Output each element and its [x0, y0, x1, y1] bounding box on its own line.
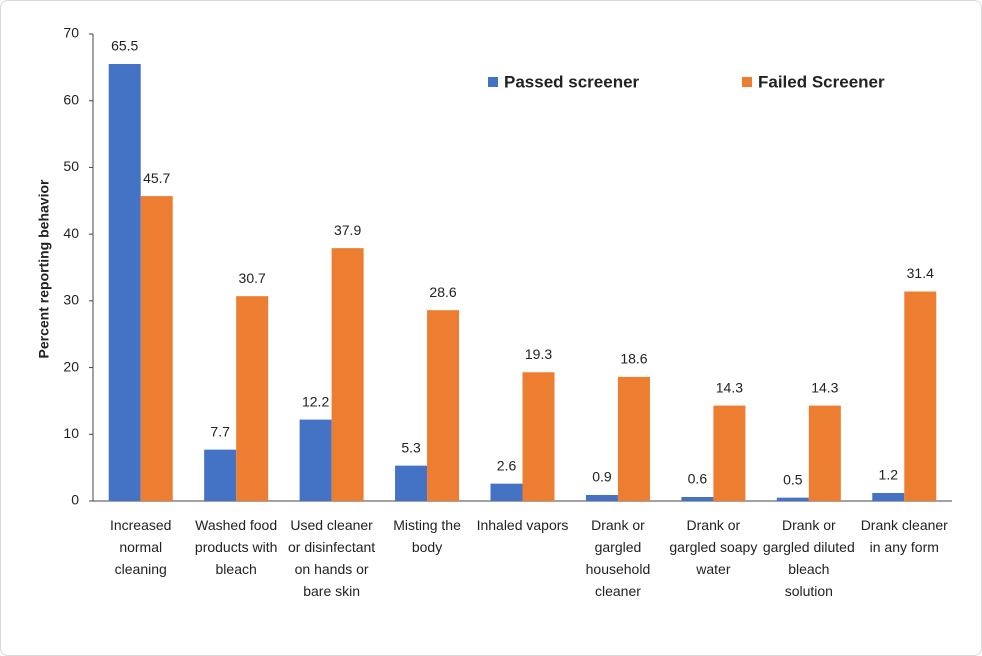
data-label: 0.6 — [688, 471, 708, 487]
bar — [299, 419, 332, 501]
y-tick-label: 10 — [63, 425, 79, 441]
y-tick-label: 70 — [63, 25, 79, 41]
y-tick-label: 20 — [63, 358, 79, 374]
bar — [204, 449, 237, 501]
x-tick-label: Inhaled vapors — [476, 517, 569, 533]
data-label: 5.3 — [401, 439, 421, 455]
y-axis-label: Percent reporting behavior — [36, 179, 52, 358]
bar — [140, 196, 173, 501]
data-label: 19.3 — [525, 346, 552, 362]
data-label: 28.6 — [429, 284, 456, 300]
data-label: 0.5 — [783, 471, 803, 487]
bar — [617, 376, 650, 501]
x-tick-label: Increased normal cleaning — [109, 517, 172, 577]
data-label: 31.4 — [907, 265, 934, 281]
bar — [522, 372, 555, 501]
legend-label: Failed Screener — [758, 72, 885, 91]
x-tick-label: Drank or gargled diluted bleach solution — [762, 517, 855, 599]
y-tick-label: 0 — [71, 492, 79, 508]
data-label: 12.2 — [302, 393, 329, 409]
data-label: 18.6 — [620, 351, 647, 367]
y-tick-label: 30 — [63, 292, 79, 308]
y-tick-label: 50 — [63, 158, 79, 174]
data-label: 7.7 — [210, 423, 230, 439]
bar — [585, 494, 618, 501]
bar — [872, 492, 905, 501]
x-tick-label: Washed food products with bleach — [194, 517, 278, 577]
bar — [395, 465, 428, 501]
x-tick-label: Drank cleaner in any form — [860, 517, 948, 555]
x-tick-label: Drank or gargled soapy water — [669, 517, 758, 577]
bar — [904, 291, 937, 501]
bar — [236, 296, 269, 501]
bar — [108, 64, 141, 501]
data-label: 2.6 — [497, 457, 517, 473]
data-label: 65.5 — [111, 38, 138, 54]
bar — [427, 310, 460, 501]
data-label: 37.9 — [334, 222, 361, 238]
bar — [331, 248, 364, 501]
data-label: 30.7 — [239, 270, 266, 286]
bar — [681, 496, 714, 501]
legend-swatch — [488, 77, 498, 87]
x-tick-label: Misting the body — [393, 517, 461, 555]
bar — [776, 497, 809, 501]
x-tick-label: Used cleaner or disinfectant on hands or… — [288, 517, 376, 599]
legend-swatch — [742, 77, 752, 87]
x-tick-label: Drank or gargled household cleaner — [585, 517, 651, 599]
legend-label: Passed screener — [504, 72, 640, 91]
y-tick-label: 60 — [63, 91, 79, 107]
data-label: 0.9 — [592, 469, 612, 485]
data-label: 1.2 — [879, 467, 899, 483]
bar — [713, 405, 746, 501]
data-label: 14.3 — [811, 379, 838, 395]
data-label: 45.7 — [143, 170, 170, 186]
bar — [490, 483, 523, 501]
bar — [808, 405, 841, 501]
y-tick-label: 40 — [63, 225, 79, 241]
data-label: 14.3 — [716, 379, 743, 395]
